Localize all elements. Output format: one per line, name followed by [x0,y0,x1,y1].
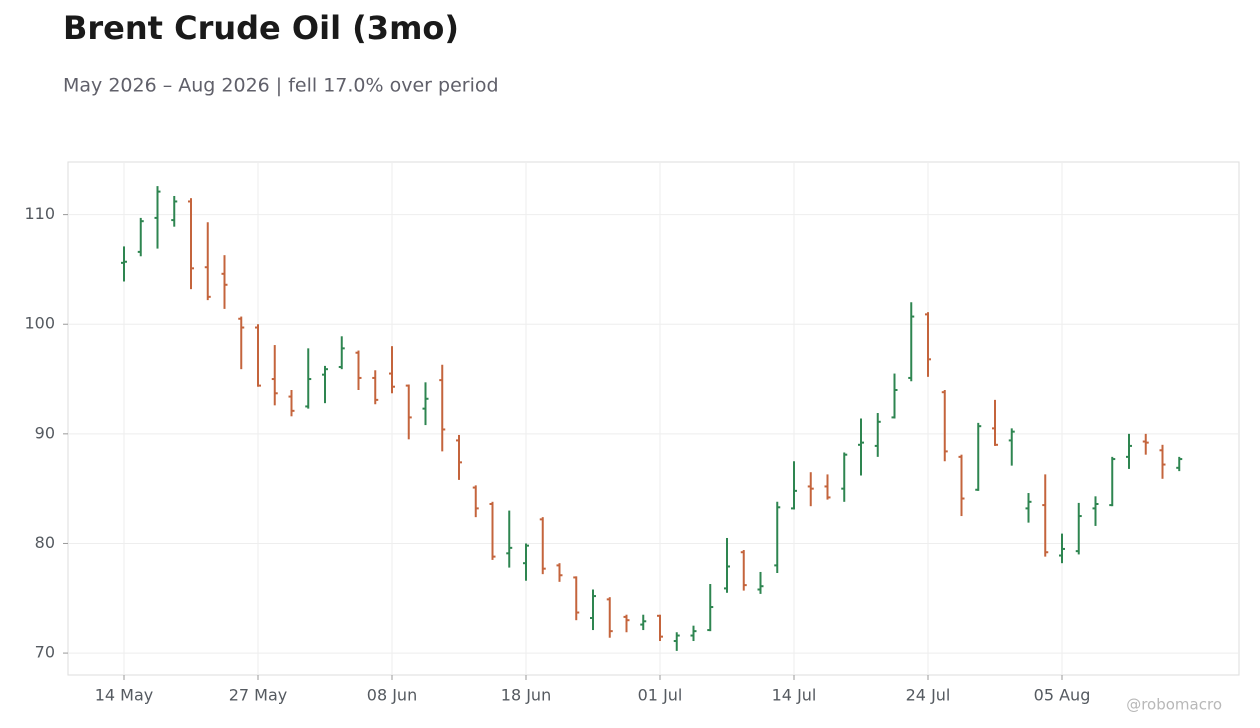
chart-title: Brent Crude Oil (3mo) [63,9,459,47]
y-tick-label: 90 [35,423,55,442]
y-tick-label: 70 [35,643,55,662]
y-tick-label: 80 [35,533,55,552]
x-tick-label: 05 Aug [1034,686,1091,705]
y-tick-label: 110 [24,204,55,223]
x-tick-label: 08 Jun [367,686,417,705]
chart-subtitle: May 2026 – Aug 2026 | fell 17.0% over pe… [63,75,499,97]
x-tick-label: 24 Jul [906,686,951,705]
x-tick-label: 14 Jul [772,686,817,705]
y-tick-label: 100 [24,314,55,333]
x-tick-label: 01 Jul [638,686,683,705]
x-tick-label: 14 May [95,686,154,705]
x-tick-label: 27 May [229,686,288,705]
x-tick-label: 18 Jun [501,686,551,705]
plot-frame [67,161,1240,676]
watermark: @robomacro [1126,696,1222,714]
